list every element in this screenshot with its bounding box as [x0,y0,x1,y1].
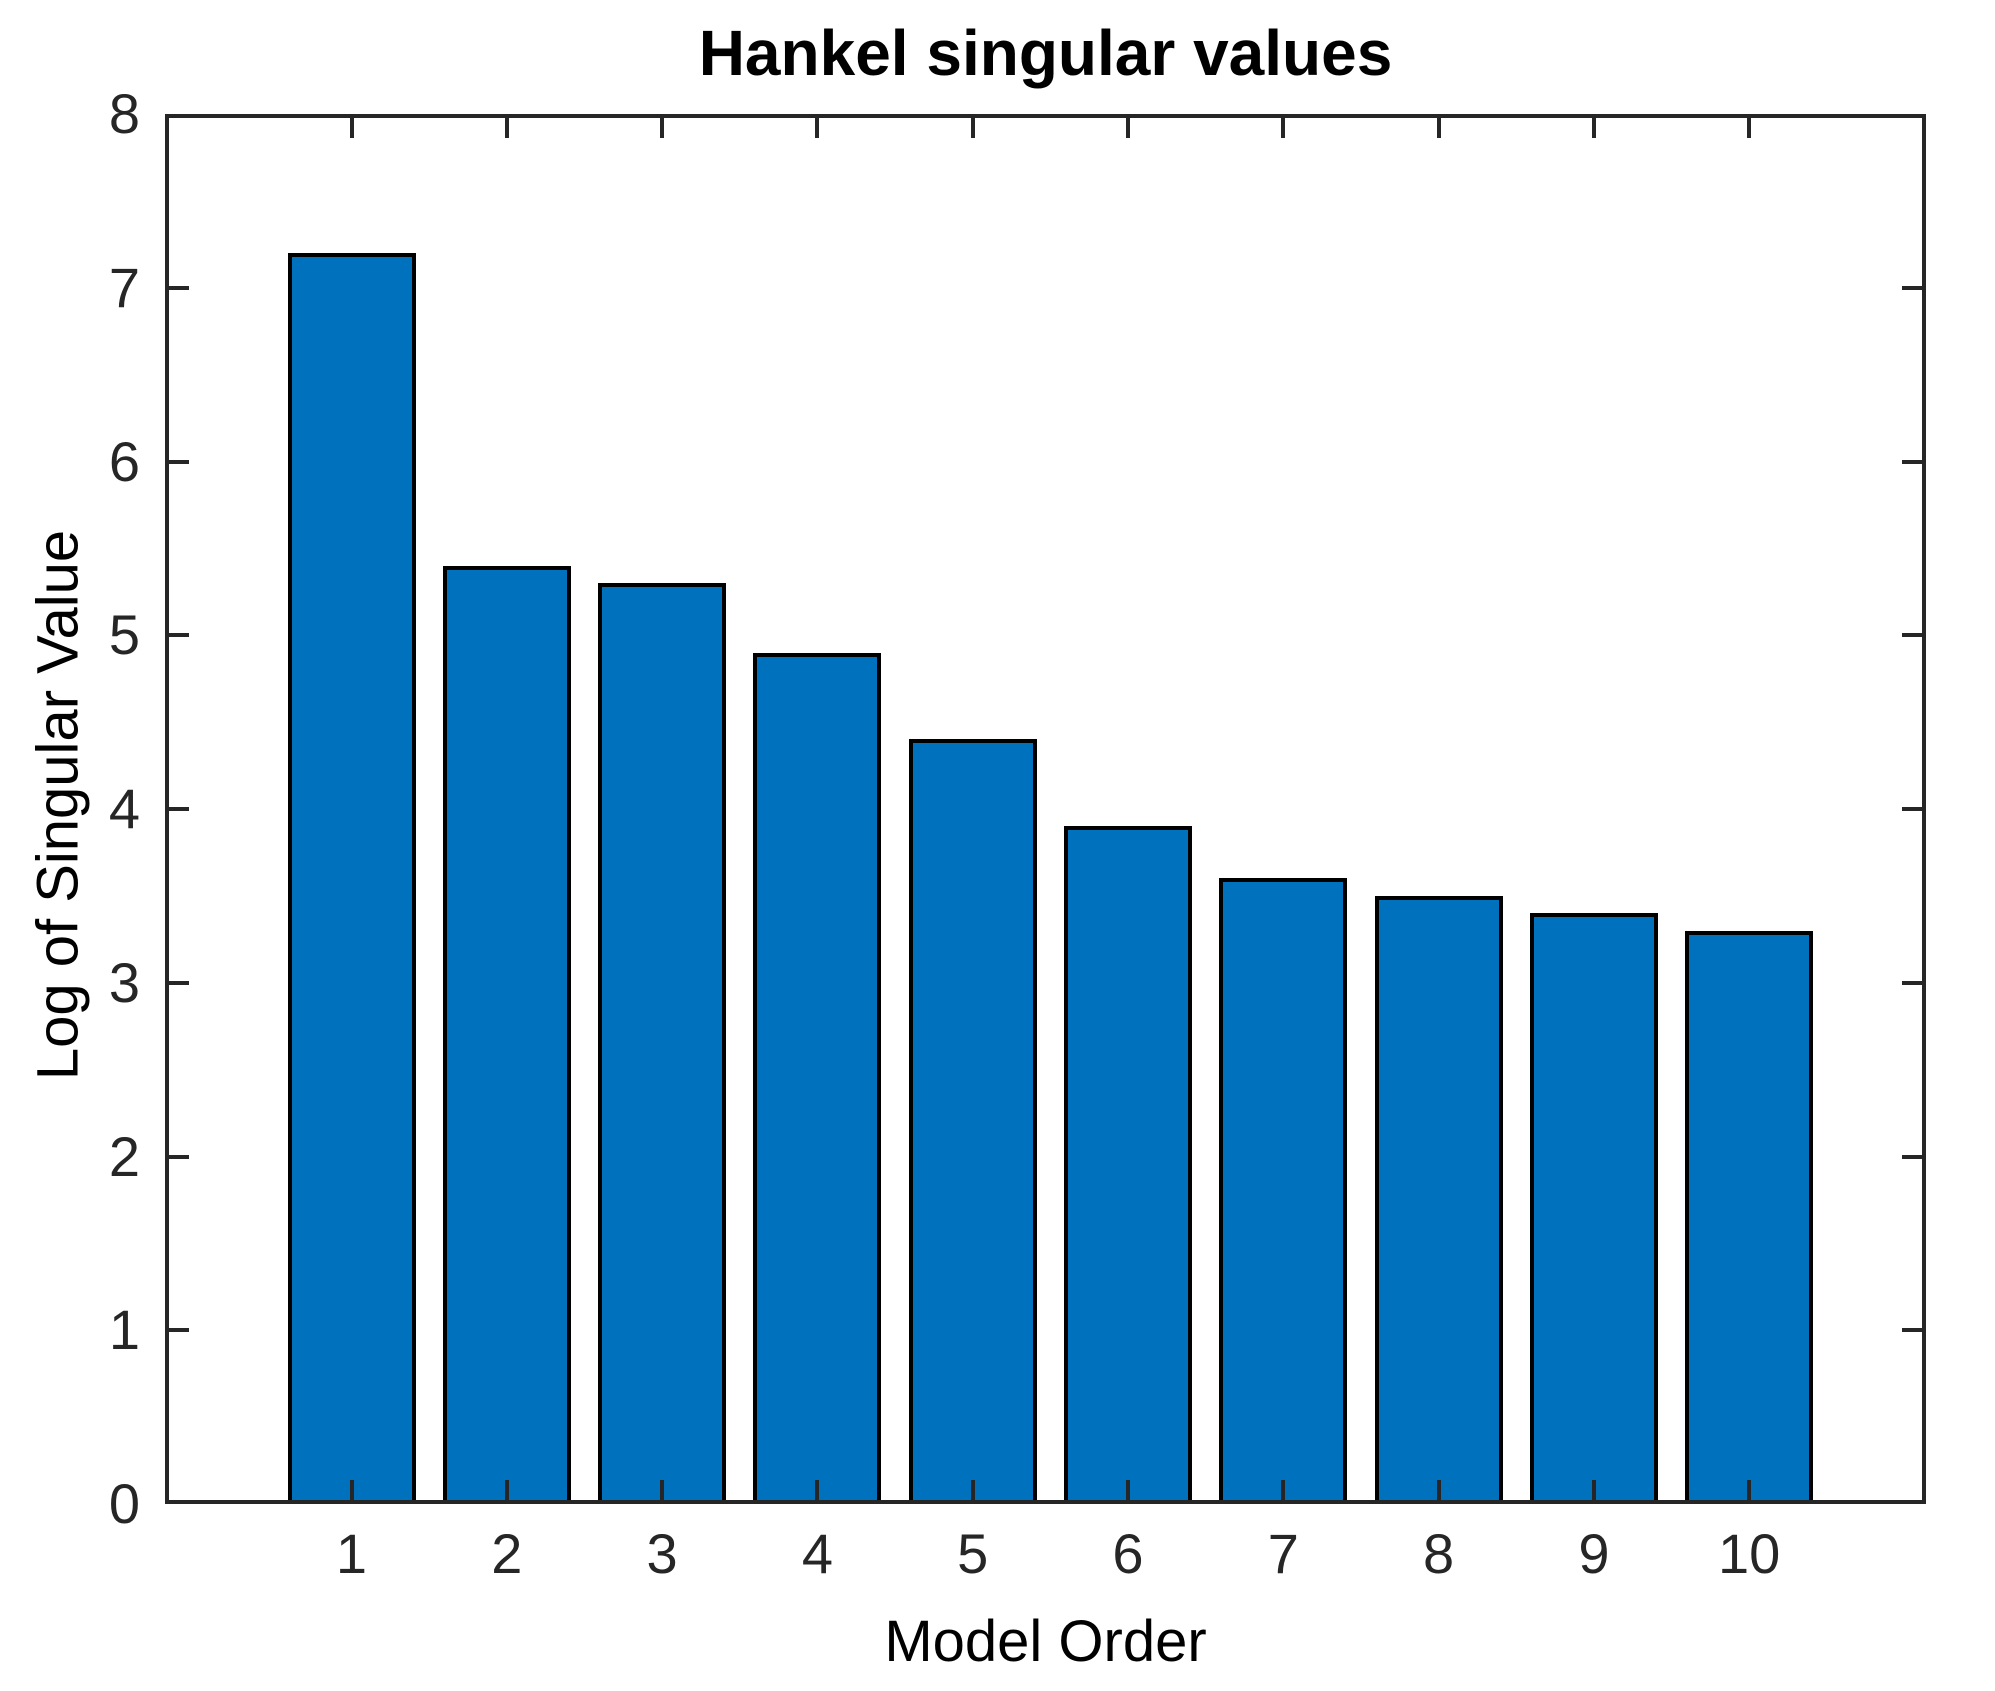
bar-model-order-8 [1374,896,1503,1504]
bar-model-order-3 [598,583,727,1504]
y-tick-left [169,807,189,811]
y-tick-right [1902,285,1922,290]
x-tick-top [1747,118,1752,138]
x-axis-label: Model Order [884,1609,1207,1674]
y-tick-label: 7 [108,255,140,319]
x-tick-bottom [1281,1480,1286,1500]
y-tick-right [1902,114,1922,118]
x-axis-line [165,1500,1926,1504]
bar-model-order-7 [1219,878,1348,1504]
x-tick-bottom [660,1480,665,1500]
y-tick-left [169,980,189,985]
y-tick-label: 2 [108,1124,140,1188]
bar-model-order-2 [442,566,571,1504]
x-tick-top [660,118,665,138]
x-tick-top [504,118,509,138]
y-tick-label: 6 [108,429,140,493]
x-tick-top [815,118,820,138]
x-tick-bottom [1436,1480,1441,1500]
x-tick-top [1591,118,1596,138]
x-tick-label: 6 [1112,1522,1144,1585]
x-tick-top [1126,118,1130,138]
x-tick-bottom [504,1480,509,1500]
y-tick-label: 1 [108,1298,140,1362]
y-tick-right [1902,459,1922,464]
top-spine [165,114,1926,118]
y-axis-line [165,114,169,1504]
x-tick-top [1281,118,1286,138]
x-tick-top [970,118,975,138]
y-tick-left [169,1328,189,1333]
y-tick-left [169,1500,189,1504]
x-tick-label: 3 [646,1522,678,1585]
x-tick-label: 9 [1578,1522,1610,1585]
y-tick-left [169,1154,189,1159]
y-tick-label: 5 [108,603,140,667]
y-tick-label: 3 [108,950,140,1014]
y-tick-right [1902,1328,1922,1333]
bar-model-order-5 [908,739,1037,1504]
x-tick-label: 1 [335,1522,368,1585]
y-tick-left [169,459,189,464]
y-tick-right [1902,1154,1922,1159]
bar-model-order-9 [1529,913,1658,1504]
y-tick-right [1902,633,1922,638]
x-tick-bottom [815,1480,820,1500]
x-tick-label: 2 [491,1522,523,1585]
y-tick-label: 8 [108,82,140,145]
bar-model-order-1 [287,253,416,1504]
y-axis-label: Log of Singular Value [25,529,91,1081]
x-tick-bottom [1126,1480,1130,1500]
bar-model-order-6 [1064,826,1192,1504]
plot-area [165,114,1926,1504]
x-tick-label: 7 [1267,1522,1299,1585]
x-tick-label: 10 [1718,1522,1781,1585]
x-tick-bottom [349,1480,354,1500]
x-tick-label: 5 [957,1522,989,1585]
right-spine [1922,114,1926,1504]
x-tick-top [349,118,354,138]
y-tick-label: 0 [108,1472,140,1535]
x-tick-bottom [1747,1480,1752,1500]
y-tick-label: 4 [108,777,140,840]
bar-model-order-10 [1685,931,1814,1504]
y-tick-right [1902,807,1922,811]
x-tick-bottom [970,1480,975,1500]
x-tick-bottom [1591,1480,1596,1500]
x-tick-label: 4 [801,1522,833,1585]
bar-model-order-4 [753,653,882,1504]
chart-title: Hankel singular values [698,17,1393,89]
y-tick-left [169,285,189,290]
y-tick-left [169,114,189,118]
x-tick-label: 8 [1423,1522,1455,1585]
y-tick-right [1902,1500,1922,1504]
y-tick-right [1902,980,1922,985]
x-tick-top [1436,118,1441,138]
y-tick-left [169,633,189,638]
